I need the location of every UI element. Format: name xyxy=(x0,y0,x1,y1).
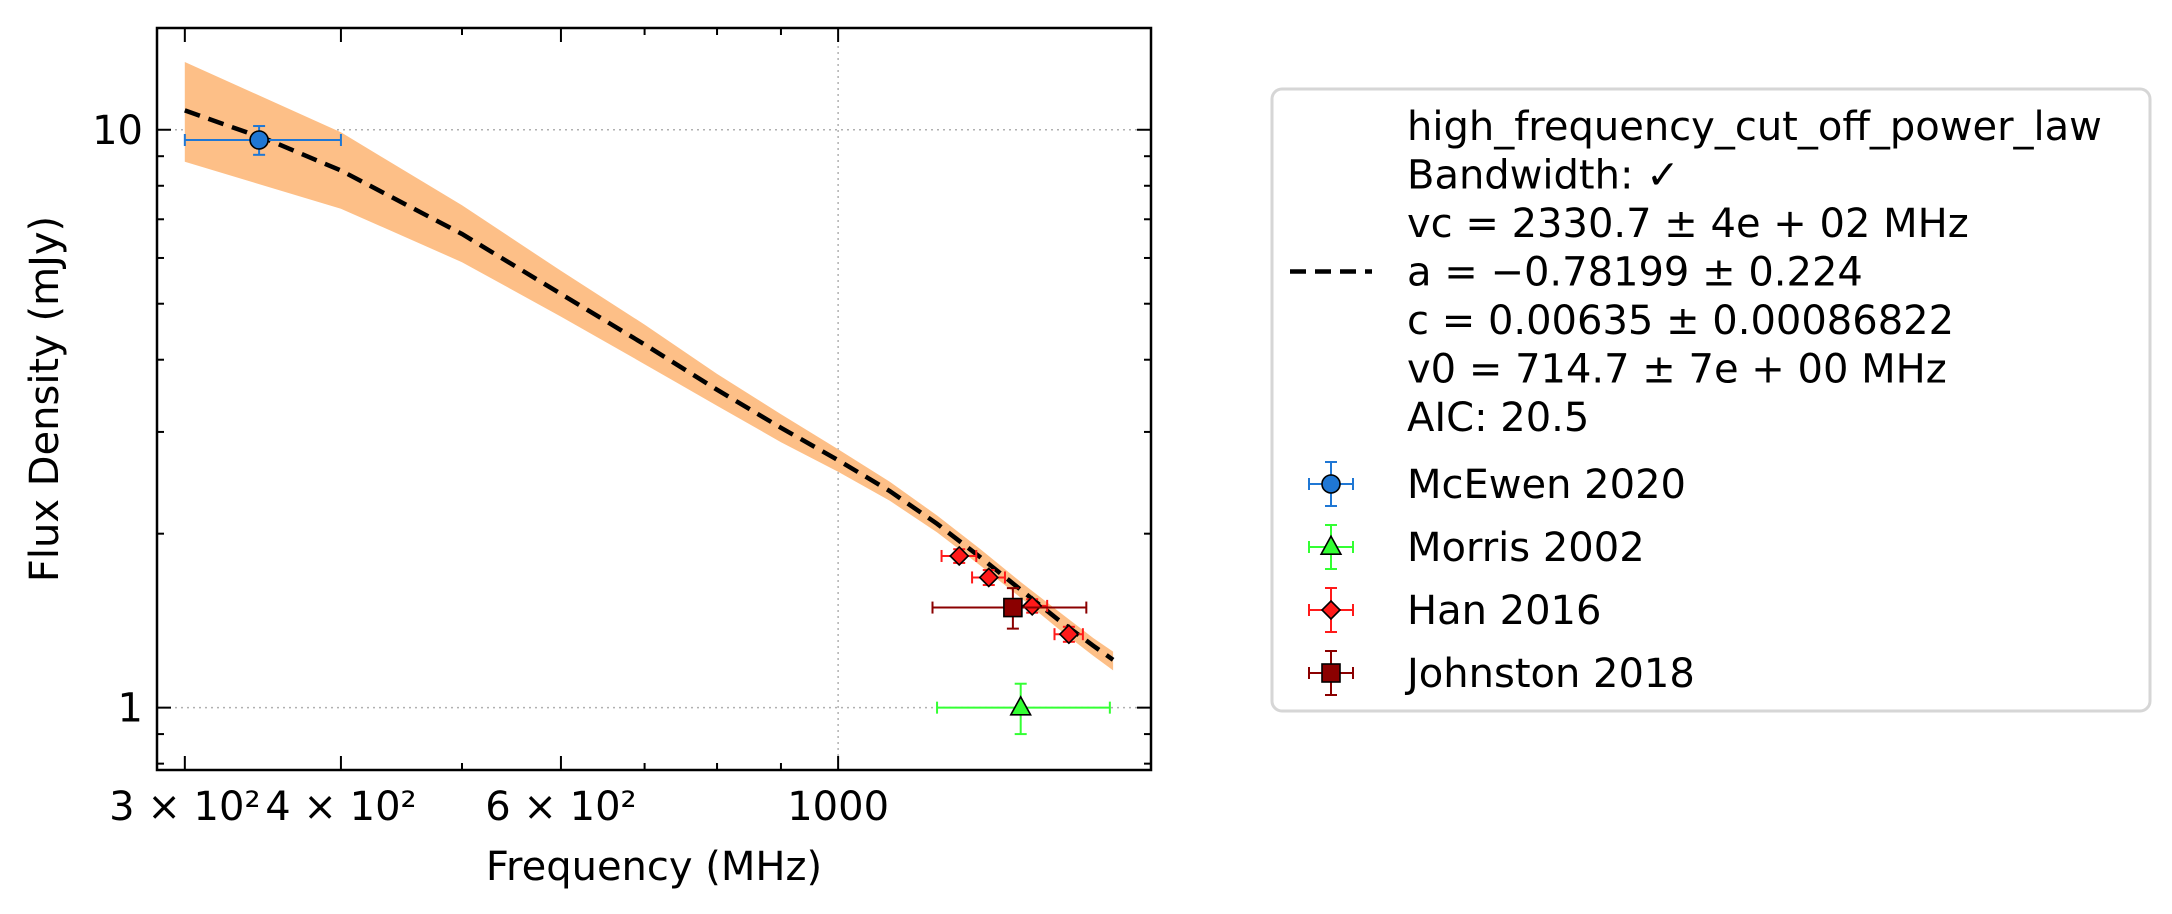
legend-swatch-marker xyxy=(1320,599,1342,621)
legend-fit-line: a = −0.78199 ± 0.224 xyxy=(1407,250,1863,296)
fit-curve-line xyxy=(184,108,1115,662)
x-axis-label: Frequency (MHz) xyxy=(486,844,822,890)
point-mcewen-2020 xyxy=(249,130,269,150)
legend-series-label: Johnston 2018 xyxy=(1404,651,1695,697)
point-han-2016 xyxy=(1058,624,1080,645)
plot-frame xyxy=(155,26,1153,772)
fit-uncertainty-band xyxy=(184,62,1114,671)
legend-swatch-marker xyxy=(1321,663,1341,683)
x-tick-label: 1000 xyxy=(787,784,889,830)
legend-fit-line: high_frequency_cut_off_power_law xyxy=(1407,104,2102,150)
y-tick-label: 10 xyxy=(92,108,143,154)
legend-fit-line: Bandwidth: ✓ xyxy=(1407,153,1680,199)
uncertainty-band xyxy=(184,62,1114,671)
fit-curve xyxy=(184,108,1115,662)
legend-series-label: McEwen 2020 xyxy=(1407,462,1686,508)
legend-series-label: Han 2016 xyxy=(1407,588,1601,634)
point-morris-2002 xyxy=(1009,695,1032,716)
legend-swatch-marker xyxy=(1321,474,1341,494)
legend-fit-line: v0 = 714.7 ± 7e + 00 MHz xyxy=(1407,347,1947,393)
point-han-2016 xyxy=(978,567,999,588)
legend-series-label: Morris 2002 xyxy=(1407,525,1645,571)
x-tick-label: 6 × 10² xyxy=(485,784,636,830)
x-tick-label: 3 × 10² xyxy=(109,784,260,830)
x-tick-label: 4 × 10² xyxy=(265,784,416,830)
legend-fit-line: AIC: 20.5 xyxy=(1407,395,1589,441)
point-han-2016 xyxy=(949,545,970,567)
legend-fit-line: vc = 2330.7 ± 4e + 02 MHz xyxy=(1407,201,1969,247)
legend-swatch-marker xyxy=(1319,534,1343,556)
legend-fit-line: c = 0.00635 ± 0.00086822 xyxy=(1407,298,1954,344)
legend-box xyxy=(1270,87,2152,713)
y-tick-label: 1 xyxy=(118,686,143,732)
point-johnston-2018 xyxy=(1003,597,1023,618)
y-axis-label: Flux Density (mJy) xyxy=(22,216,68,582)
axis-ticks: 3 × 10² 4 × 10² 6 × 10² 1000 1 10 xyxy=(92,28,1151,830)
legend: high_frequency_cut_off_power_lawBandwidt… xyxy=(1270,87,2152,713)
data-points xyxy=(183,125,1111,736)
point-han-2016 xyxy=(1022,595,1043,617)
